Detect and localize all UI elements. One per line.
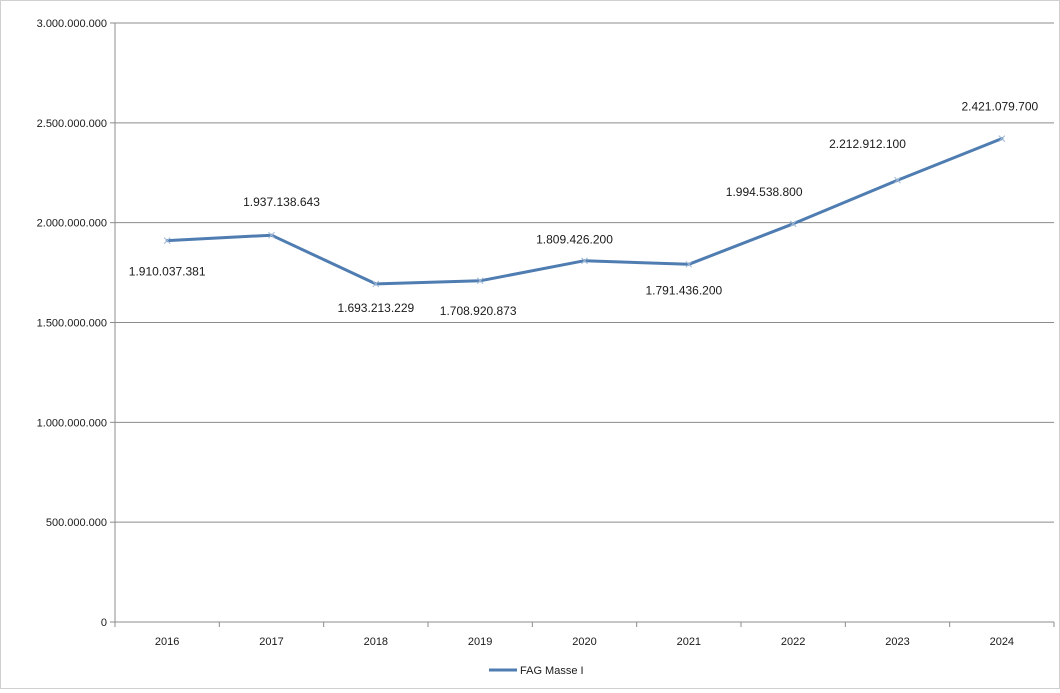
- x-axis-tick-label: 2017: [259, 636, 283, 648]
- y-axis-tick-label: 1.000.000.000: [37, 417, 107, 429]
- data-label: 1.809.426.200: [536, 233, 613, 247]
- legend-label: FAG Masse I: [520, 665, 584, 677]
- data-point-marker: [581, 257, 588, 265]
- x-axis-tick-label: 2021: [677, 636, 701, 648]
- data-label: 1.708.920.873: [440, 304, 517, 318]
- data-label: 2.421.079.700: [961, 100, 1038, 114]
- y-axis-tick-label: 3.000.000.000: [37, 18, 107, 30]
- x-axis-tick-label: 2019: [468, 636, 492, 648]
- y-axis-tick-label: 500.000.000: [46, 517, 107, 529]
- data-point-marker: [894, 176, 901, 184]
- y-axis-tick-label: 1.500.000.000: [37, 318, 107, 330]
- data-label: 1.910.037.381: [129, 265, 206, 279]
- data-labels: 1.910.037.381 1.937.138.643 1.693.213.229 1…: [129, 100, 1039, 318]
- axes: [110, 22, 1055, 627]
- data-point-marker: [163, 237, 171, 244]
- x-axis-tick-labels: 2016 2017 2018 2019 2020 2021 2022 2023 2024: [155, 636, 1014, 648]
- data-label: 1.693.213.229: [337, 301, 414, 315]
- x-axis-tick-label: 2023: [885, 636, 909, 648]
- y-axis-tick-label: 2.000.000.000: [37, 218, 107, 230]
- series-line: [165, 137, 1004, 286]
- y-axis-tick-label: 2.500.000.000: [37, 118, 107, 130]
- y-axis-tick-label: 0: [101, 617, 107, 629]
- x-axis-tick-label: 2020: [572, 636, 596, 648]
- legend: FAG Masse I: [489, 665, 584, 677]
- data-point-marker: [476, 277, 484, 285]
- data-point-marker: [372, 280, 380, 288]
- data-label: 1.994.538.800: [726, 185, 803, 199]
- data-label: 1.791.436.200: [645, 283, 722, 297]
- data-label: 1.937.138.643: [243, 195, 320, 209]
- data-point-marker: [268, 231, 275, 239]
- data-point-marker: [998, 135, 1006, 142]
- data-label: 2.212.912.100: [829, 137, 906, 151]
- x-axis-tick-label: 2024: [990, 636, 1014, 648]
- data-point-marker: [789, 220, 797, 228]
- data-point-marker: [685, 260, 693, 268]
- x-axis-tick-label: 2018: [364, 636, 388, 648]
- gridlines: [115, 22, 1054, 523]
- y-axis-tick-labels: 0 500.000.000 1.000.000.000 1.500.000.000 2.…: [37, 18, 107, 629]
- x-axis-tick-label: 2016: [155, 636, 179, 648]
- series-layer: [163, 135, 1006, 288]
- x-axis-tick-label: 2022: [781, 636, 805, 648]
